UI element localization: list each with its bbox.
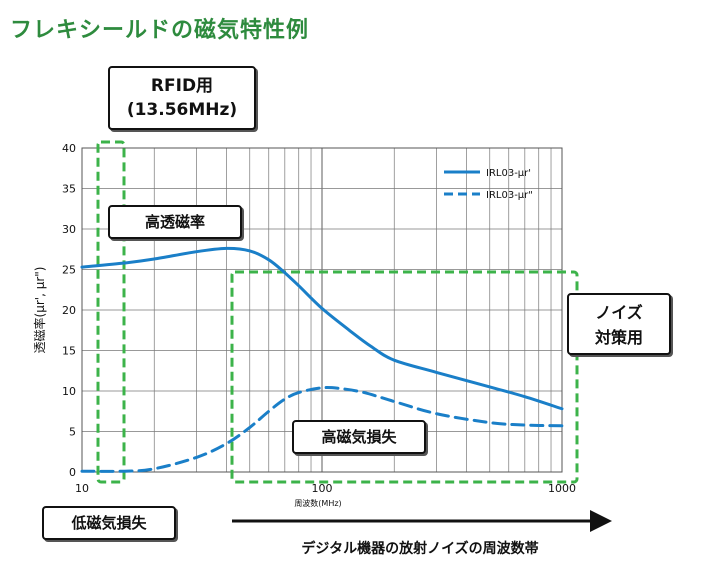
high-permeability-label: 高透磁率 [144, 213, 205, 231]
y-tick-label: 35 [62, 183, 76, 196]
high-loss-label: 高磁気損失 [321, 428, 397, 446]
high-permeability-callout: 高透磁率 [108, 205, 242, 239]
y-tick-label: 30 [62, 223, 76, 236]
chart-title: フレキシールドの磁気特性例 [10, 18, 310, 43]
rfid-callout: RFID用 (13.56MHz) [108, 66, 256, 130]
arrow-caption: デジタル機器の放射ノイズの周波数帯 [301, 540, 538, 557]
series-line-mu-real [80, 246, 564, 411]
low-loss-label: 低磁気損失 [71, 514, 147, 532]
arrow-head [590, 510, 612, 532]
frequency-arrow [232, 510, 612, 532]
series-line-mu-imag [80, 386, 564, 473]
y-tick-label: 0 [69, 466, 76, 479]
noise-callout: ノイズ 対策用 [567, 293, 671, 355]
high-loss-callout: 高磁気損失 [292, 420, 426, 454]
y-axis-label: 透磁率(μr', μr") [32, 267, 47, 354]
x-tick-label: 10 [75, 482, 89, 495]
noise-purpose: 対策用 [594, 328, 643, 347]
legend-label: IRL03-μr" [486, 190, 533, 201]
noise-band-highlight [230, 270, 579, 484]
y-tick-label: 15 [62, 345, 76, 358]
y-tick-label: 20 [62, 304, 76, 317]
x-tick-label: 1000 [548, 482, 576, 495]
noise-label: ノイズ [595, 303, 643, 322]
x-axis-label: 周波数(MHz) [294, 498, 341, 508]
tick-labels: 0 5 10 15 20 25 30 35 40 10 100 1000 [62, 142, 576, 495]
legend: IRL03-μr' IRL03-μr" [444, 168, 533, 201]
highlight-regions [96, 140, 579, 484]
legend-label: IRL03-μr' [486, 168, 531, 179]
y-tick-label: 25 [62, 264, 76, 277]
x-tick-label: 100 [312, 482, 333, 495]
rfid-frequency: (13.56MHz) [126, 100, 238, 120]
y-tick-label: 5 [69, 426, 76, 439]
y-tick-label: 40 [62, 142, 76, 155]
low-loss-callout: 低磁気損失 [42, 506, 176, 540]
y-tick-label: 10 [62, 385, 76, 398]
rfid-label: RFID用 [150, 76, 214, 96]
series [80, 246, 564, 473]
rfid-band-highlight [96, 140, 126, 484]
plot-frame [81, 147, 563, 473]
